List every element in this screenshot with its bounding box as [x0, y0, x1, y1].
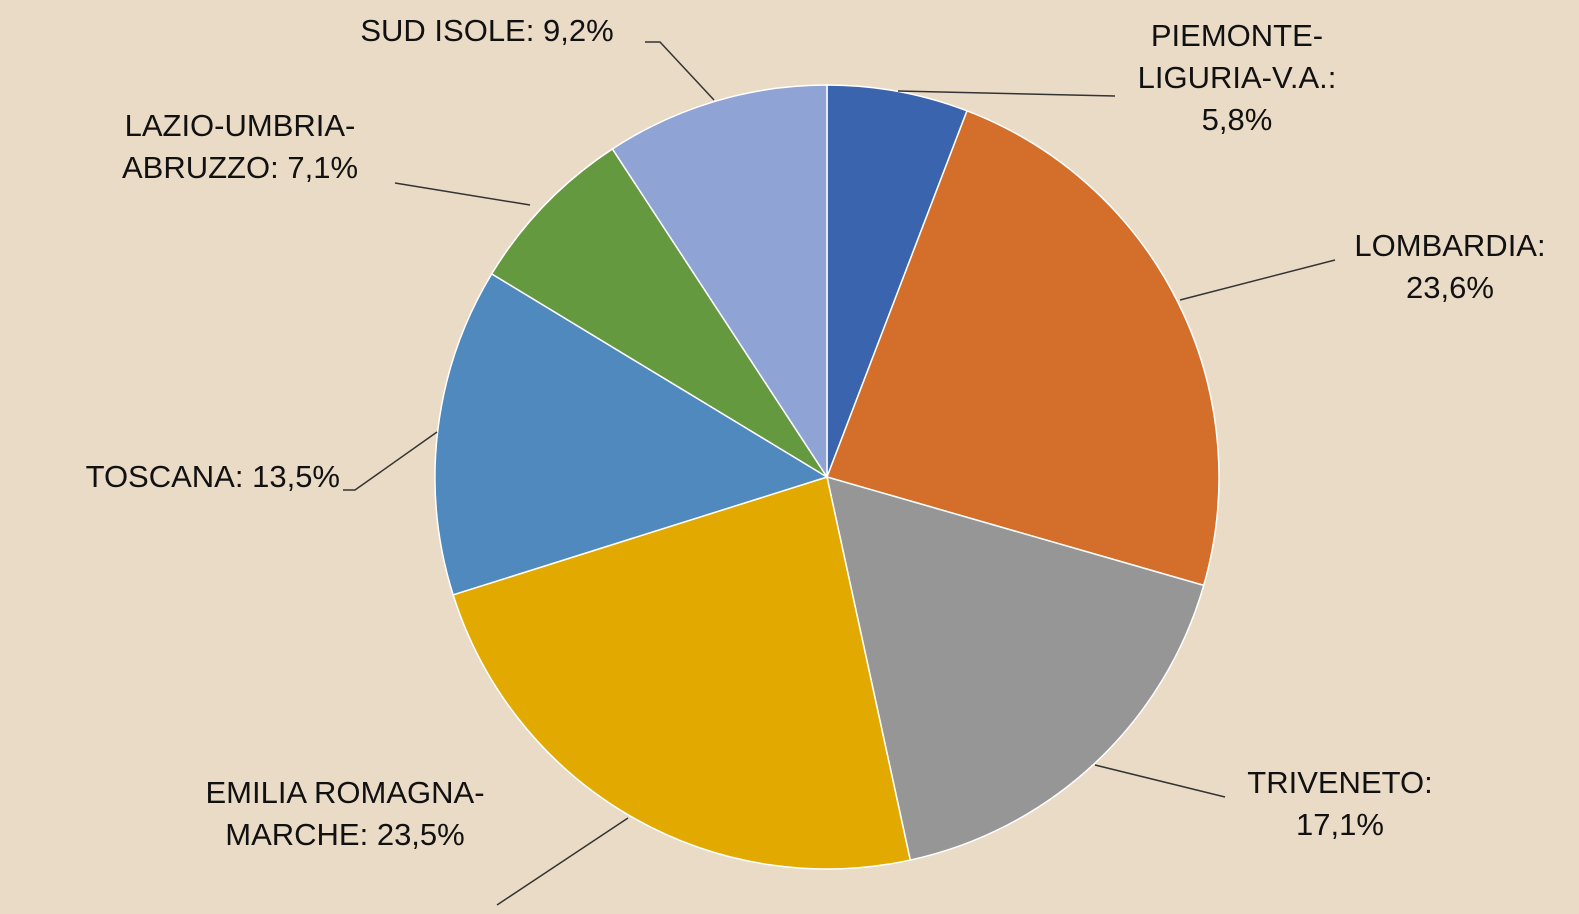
slice-label: EMILIA ROMAGNA-MARCHE: 23,5% — [195, 772, 495, 856]
leader-lines — [343, 41, 1336, 906]
category-label: TRIVENETO: — [1247, 765, 1433, 800]
slice-label: LAZIO-UMBRIA-ABRUZZO: 7,1% — [90, 105, 390, 189]
value-label: 23,6% — [1406, 270, 1494, 305]
slice-label: PIEMONTE-LIGURIA-V.A.: 5,8% — [1112, 15, 1362, 141]
value-label: 23,5% — [376, 817, 465, 852]
slices — [434, 84, 1220, 870]
slice-label: TRIVENETO: 17,1% — [1220, 762, 1460, 846]
leader-line — [394, 182, 531, 206]
leader-line — [1094, 764, 1226, 798]
leader-line — [343, 431, 438, 491]
slice-label: TOSCANA: 13,5% — [86, 456, 340, 498]
category-label: LAZIO-UMBRIA-ABRUZZO: — [121, 108, 356, 185]
pie-slice — [452, 476, 912, 870]
value-label: 13,5% — [252, 459, 340, 494]
pie-slice — [826, 109, 1220, 587]
leader-line — [897, 90, 1116, 97]
slice-label: LOMBARDIA: 23,6% — [1330, 225, 1570, 309]
value-label: 9,2% — [542, 13, 614, 48]
category-label: SUD ISOLE: — [360, 13, 535, 48]
value-label: 5,8% — [1201, 102, 1273, 137]
category-label: PIEMONTE-LIGURIA-V.A.: — [1137, 18, 1337, 95]
pie-slice — [826, 475, 1205, 861]
pie-slice — [611, 84, 828, 480]
pie-slice — [434, 272, 829, 596]
category-label: EMILIA ROMAGNA-MARCHE: — [205, 775, 485, 852]
value-label: 17,1% — [1296, 807, 1384, 842]
slice-label: SUD ISOLE: 9,2% — [360, 10, 613, 52]
leader-line — [1179, 259, 1336, 301]
pie-slice — [490, 147, 828, 478]
category-label: TOSCANA: — [85, 459, 244, 494]
value-label: 7,1% — [287, 150, 359, 185]
category-label: LOMBARDIA: — [1354, 228, 1546, 263]
leader-line — [496, 817, 629, 906]
leader-line — [645, 41, 715, 101]
